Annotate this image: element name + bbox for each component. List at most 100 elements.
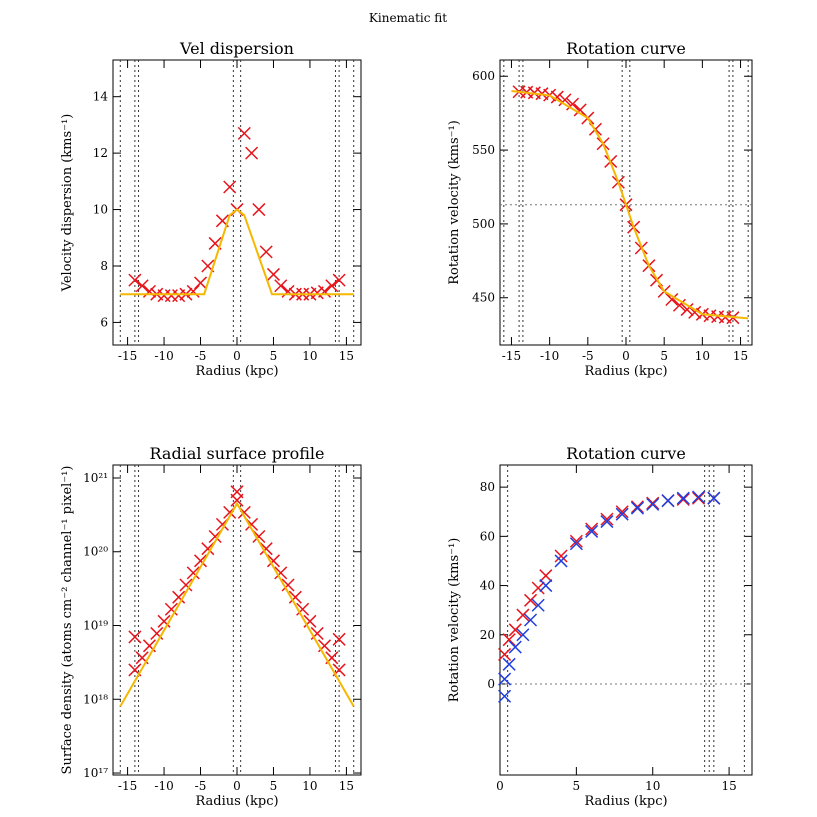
data-point: [142, 284, 157, 298]
data-point: [615, 505, 629, 519]
y-tick-label: 10: [93, 203, 108, 217]
data-point: [692, 491, 706, 505]
data-point: [281, 578, 295, 592]
data-point: [208, 529, 222, 544]
data-point: [554, 549, 568, 563]
data-point: [569, 537, 583, 551]
data-point: [615, 507, 629, 521]
data-point: [259, 245, 273, 259]
model-line: [119, 501, 355, 707]
y-tick-label: 80: [480, 480, 495, 494]
data-point: [508, 640, 522, 654]
data-point: [554, 554, 568, 568]
data-point: [498, 647, 512, 661]
y-tick-label: 20: [480, 628, 495, 642]
data-point: [259, 542, 273, 556]
y-tick-label: 8: [100, 259, 108, 273]
data-point: [531, 598, 545, 612]
data-point: [630, 501, 644, 515]
y-tick-label: 12: [93, 146, 108, 160]
data-point: [508, 623, 522, 637]
x-tick-label: 10: [302, 349, 317, 363]
panel-title: Rotation curve: [566, 444, 686, 463]
data-point: [193, 554, 208, 568]
data-point: [585, 522, 599, 536]
data-point: [266, 267, 281, 281]
y-tick-label: 600: [472, 69, 495, 83]
x-tick-label: -10: [154, 349, 173, 363]
data-point: [135, 279, 149, 293]
x-tick-label: 10: [645, 779, 660, 793]
x-tick-label: -15: [118, 349, 137, 363]
data-point: [661, 494, 675, 508]
data-point: [692, 490, 706, 504]
x-axis-label: Radius (kpc): [195, 794, 278, 809]
data-point: [288, 590, 302, 604]
x-axis-label: Radius (kpc): [584, 794, 667, 809]
data-point: [252, 529, 266, 544]
data-point: [164, 289, 178, 303]
data-point: [223, 180, 237, 194]
y-tick-label: 500: [472, 217, 495, 231]
x-tick-label: 5: [270, 349, 278, 363]
data-point: [539, 579, 553, 593]
data-point: [550, 90, 564, 104]
data-point: [498, 672, 512, 686]
x-tick-label: -15: [118, 779, 137, 793]
data-point: [630, 500, 644, 514]
x-tick-label: -5: [195, 779, 207, 793]
x-axis-label: Radius (kpc): [584, 364, 667, 379]
x-tick-label: 15: [339, 349, 354, 363]
y-tick-label: 10²¹: [83, 471, 108, 485]
data-point: [566, 97, 580, 111]
data-point: [646, 497, 660, 511]
y-tick-label: 10²⁰: [83, 545, 108, 559]
data-point: [179, 578, 193, 592]
x-tick-label: -5: [195, 349, 207, 363]
x-tick-label: 5: [573, 779, 581, 793]
data-point: [201, 542, 215, 556]
data-point: [585, 524, 599, 538]
x-tick-label: 0: [233, 779, 241, 793]
panel-title: Rotation curve: [566, 39, 686, 58]
data-point: [498, 689, 512, 703]
x-tick-label: -5: [582, 349, 594, 363]
data-point: [281, 284, 295, 298]
data-point: [274, 279, 288, 293]
data-point: [230, 485, 244, 499]
data-point: [317, 284, 332, 298]
data-point: [325, 279, 339, 293]
y-tick-label: 60: [480, 529, 495, 543]
data-point: [600, 515, 614, 529]
data-point: [516, 628, 530, 642]
data-point: [524, 613, 538, 627]
y-tick-label: 10¹⁹: [83, 619, 108, 633]
data-point: [157, 289, 171, 303]
data-point: [193, 276, 208, 290]
x-tick-label: -10: [154, 779, 173, 793]
data-point: [332, 273, 346, 287]
y-tick-label: 10¹⁸: [83, 692, 108, 706]
data-point: [707, 491, 721, 505]
x-tick-label: 15: [733, 349, 748, 363]
y-axis-label: Rotation velocity (kms⁻¹): [447, 120, 462, 285]
x-tick-label: 10: [695, 349, 710, 363]
data-point: [600, 512, 614, 526]
x-tick-label: 0: [496, 779, 504, 793]
panel-title: Radial surface profile: [150, 444, 325, 463]
x-tick-label: -10: [540, 349, 559, 363]
data-point: [524, 593, 538, 607]
data-point: [539, 569, 553, 583]
x-tick-label: 5: [270, 779, 278, 793]
data-point: [569, 534, 583, 548]
suptitle: Kinematic fit: [369, 11, 447, 25]
plot-frame: [499, 464, 753, 776]
data-point: [186, 566, 200, 580]
x-tick-label: 15: [721, 779, 736, 793]
y-axis-label: Surface density (atoms cm⁻² channel⁻¹ pi…: [60, 466, 75, 775]
x-tick-label: 0: [233, 349, 241, 363]
y-tick-label: 550: [472, 143, 495, 157]
data-point: [516, 608, 530, 622]
data-point: [128, 273, 142, 287]
model-line: [120, 208, 354, 296]
